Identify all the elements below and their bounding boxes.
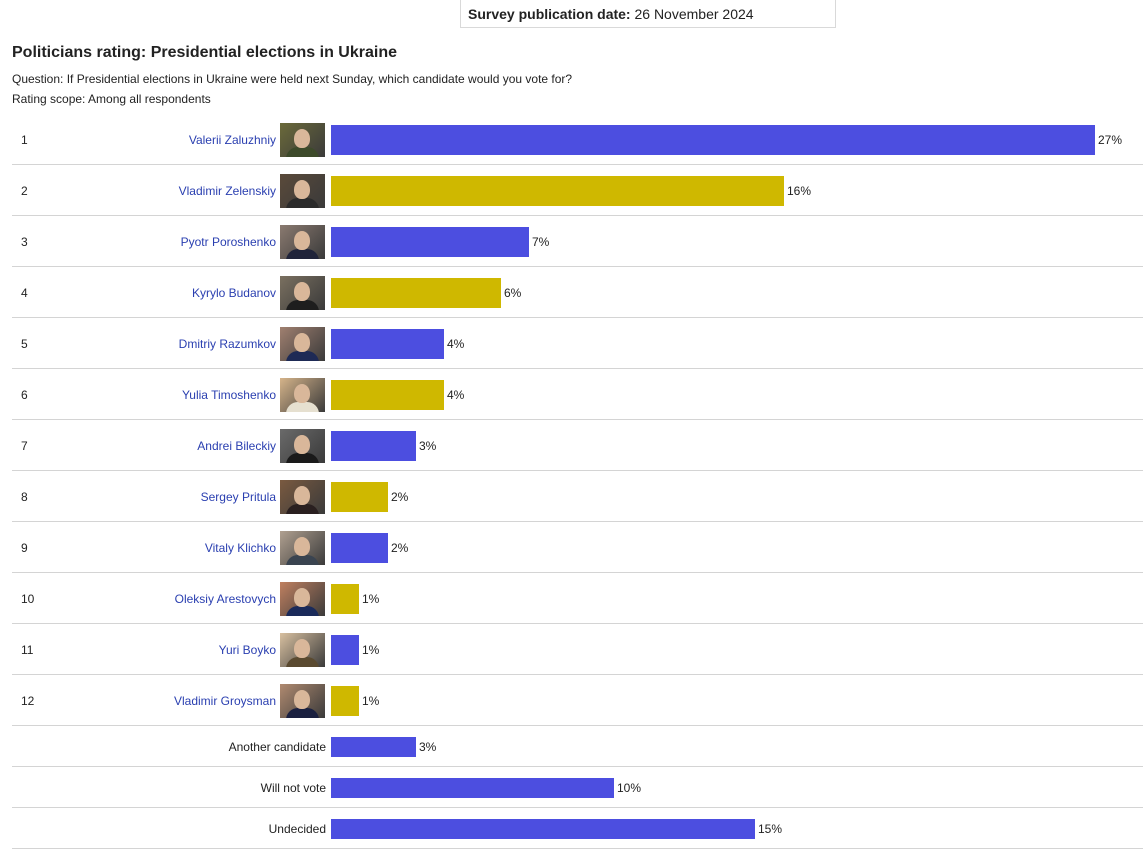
candidate-link[interactable]: Dmitriy Razumkov — [178, 336, 276, 351]
rank-number: 6 — [21, 387, 28, 402]
value-label: 1% — [362, 693, 380, 708]
value-label: 7% — [532, 234, 550, 249]
value-label: 27% — [1098, 132, 1123, 147]
value-label: 15% — [758, 821, 783, 836]
chart-row: 1 Valerii Zaluzhniy 27% — [12, 114, 1143, 165]
rank-number: 9 — [21, 540, 28, 555]
candidate-photo[interactable] — [280, 224, 325, 259]
value-label: 2% — [391, 540, 409, 555]
candidate-link[interactable]: Sergey Pritula — [200, 489, 276, 504]
value-label: 16% — [787, 183, 812, 198]
value-label: 1% — [362, 642, 380, 657]
chart-row: 5 Dmitriy Razumkov 4% — [12, 318, 1143, 369]
bar — [331, 777, 614, 798]
candidate-photo[interactable] — [280, 683, 325, 718]
rank-number: 10 — [21, 591, 35, 606]
bar — [331, 277, 501, 308]
rank-number: 7 — [21, 438, 28, 453]
publication-date-value: 26 November 2024 — [634, 6, 754, 22]
chart-row: Undecided 15% — [12, 808, 1143, 849]
bar — [331, 634, 359, 665]
chart-row: Will not vote 10% — [12, 767, 1143, 808]
chart-row: 4 Kyrylo Budanov 6% — [12, 267, 1143, 318]
bar — [331, 481, 388, 512]
rank-number: 4 — [21, 285, 28, 300]
chart-row: 9 Vitaly Klichko 2% — [12, 522, 1143, 573]
chart-row: 6 Yulia Timoshenko 4% — [12, 369, 1143, 420]
chart-row: 7 Andrei Bileckiy 3% — [12, 420, 1143, 471]
page-title: Politicians rating: Presidential electio… — [12, 44, 397, 61]
candidate-photo[interactable] — [280, 581, 325, 616]
rank-number: 2 — [21, 183, 28, 198]
chart-row: 10 Oleksiy Arestovych 1% — [12, 573, 1143, 624]
chart-row: 12 Vladimir Groysman 1% — [12, 675, 1143, 726]
candidate-link[interactable]: Valerii Zaluzhniy — [188, 132, 276, 147]
value-label: 3% — [419, 739, 437, 754]
value-label: 4% — [447, 387, 465, 402]
rank-number: 12 — [21, 693, 35, 708]
category-label: Undecided — [268, 821, 326, 836]
bar — [331, 175, 784, 206]
candidate-photo[interactable] — [280, 326, 325, 361]
chart-row: 3 Pyotr Poroshenko 7% — [12, 216, 1143, 267]
bar — [331, 328, 444, 359]
candidate-link[interactable]: Vladimir Zelenskiy — [178, 183, 276, 198]
candidate-photo[interactable] — [280, 122, 325, 157]
rank-number: 1 — [21, 132, 28, 147]
category-label: Another candidate — [228, 739, 326, 754]
candidate-link[interactable]: Yuri Boyko — [218, 642, 276, 657]
value-label: 4% — [447, 336, 465, 351]
value-label: 2% — [391, 489, 409, 504]
rating-scope: Rating scope: Among all respondents — [12, 92, 211, 106]
bar — [331, 685, 359, 716]
bar — [331, 532, 388, 563]
candidate-photo[interactable] — [280, 479, 325, 514]
candidate-link[interactable]: Vitaly Klichko — [204, 540, 276, 555]
bar — [331, 430, 416, 461]
bar — [331, 818, 755, 839]
publication-date-label: Survey publication date: — [468, 6, 631, 22]
value-label: 6% — [504, 285, 522, 300]
candidate-link[interactable]: Pyotr Poroshenko — [180, 234, 276, 249]
rank-number: 8 — [21, 489, 28, 504]
bar — [331, 379, 444, 410]
publication-date-box: Survey publication date: 26 November 202… — [460, 0, 836, 28]
candidate-link[interactable]: Oleksiy Arestovych — [174, 591, 276, 606]
candidate-photo[interactable] — [280, 275, 325, 310]
chart-row: Another candidate 3% — [12, 726, 1143, 767]
candidate-link[interactable]: Yulia Timoshenko — [181, 387, 276, 402]
candidate-photo[interactable] — [280, 428, 325, 463]
rank-number: 3 — [21, 234, 28, 249]
candidate-photo[interactable] — [280, 173, 325, 208]
chart-row: 8 Sergey Pritula 2% — [12, 471, 1143, 522]
chart-row: 2 Vladimir Zelenskiy 16% — [12, 165, 1143, 216]
survey-question: Question: If Presidential elections in U… — [12, 72, 573, 86]
value-label: 1% — [362, 591, 380, 606]
category-label: Will not vote — [260, 780, 326, 795]
chart-row: 11 Yuri Boyko 1% — [12, 624, 1143, 675]
candidate-link[interactable]: Kyrylo Budanov — [191, 285, 276, 300]
candidate-link[interactable]: Andrei Bileckiy — [197, 438, 276, 453]
candidate-photo[interactable] — [280, 632, 325, 667]
value-label: 3% — [419, 438, 437, 453]
bar — [331, 226, 529, 257]
bar — [331, 583, 359, 614]
candidate-photo[interactable] — [280, 530, 325, 565]
rank-number: 5 — [21, 336, 28, 351]
candidate-link[interactable]: Vladimir Groysman — [173, 693, 276, 708]
bar — [331, 736, 416, 757]
bar — [331, 124, 1095, 155]
rank-number: 11 — [21, 642, 34, 657]
value-label: 10% — [617, 780, 642, 795]
candidate-photo[interactable] — [280, 377, 325, 412]
